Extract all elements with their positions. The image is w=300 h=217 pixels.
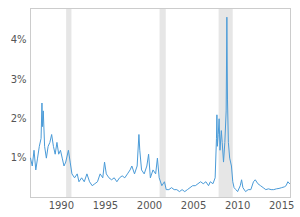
svg-text:1990: 1990 <box>49 200 74 211</box>
svg-text:3%: 3% <box>11 74 27 85</box>
svg-text:2015: 2015 <box>269 200 294 211</box>
svg-text:2010: 2010 <box>225 200 250 211</box>
svg-text:1%: 1% <box>11 152 27 163</box>
svg-text:2000: 2000 <box>137 200 162 211</box>
svg-text:2005: 2005 <box>181 200 206 211</box>
svg-text:4%: 4% <box>11 34 27 45</box>
svg-text:2%: 2% <box>11 113 27 124</box>
svg-text:1995: 1995 <box>93 200 118 211</box>
